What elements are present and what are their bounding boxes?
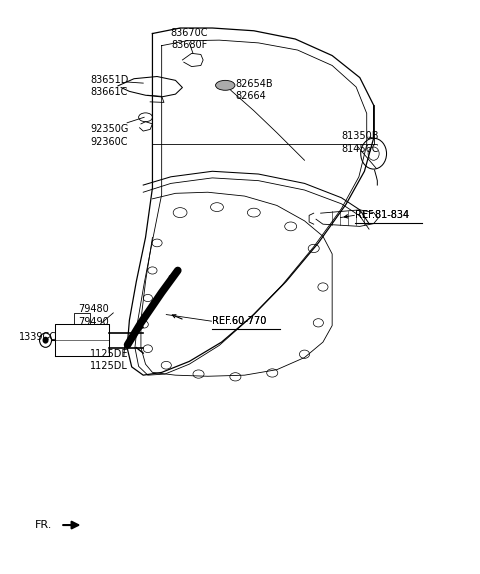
- Text: FR.: FR.: [35, 520, 52, 530]
- Text: REF.60-770: REF.60-770: [212, 316, 267, 326]
- Text: REF.81-834: REF.81-834: [355, 210, 409, 220]
- Text: 1125DE
1125DL: 1125DE 1125DL: [90, 348, 129, 371]
- Text: REF.81-834: REF.81-834: [355, 210, 409, 220]
- Text: REF.60-770: REF.60-770: [212, 316, 267, 326]
- Circle shape: [43, 338, 48, 343]
- Text: 1339CC: 1339CC: [19, 332, 57, 342]
- Text: 83651D
83661C: 83651D 83661C: [90, 75, 129, 97]
- Ellipse shape: [216, 80, 235, 90]
- Text: 82654B
82664: 82654B 82664: [235, 79, 273, 101]
- Text: 81350B
81456C: 81350B 81456C: [341, 131, 379, 154]
- Text: 92350G
92360C: 92350G 92360C: [90, 124, 129, 147]
- Text: 83670C
83680F: 83670C 83680F: [170, 28, 208, 50]
- Text: 79480
79490: 79480 79490: [78, 304, 108, 327]
